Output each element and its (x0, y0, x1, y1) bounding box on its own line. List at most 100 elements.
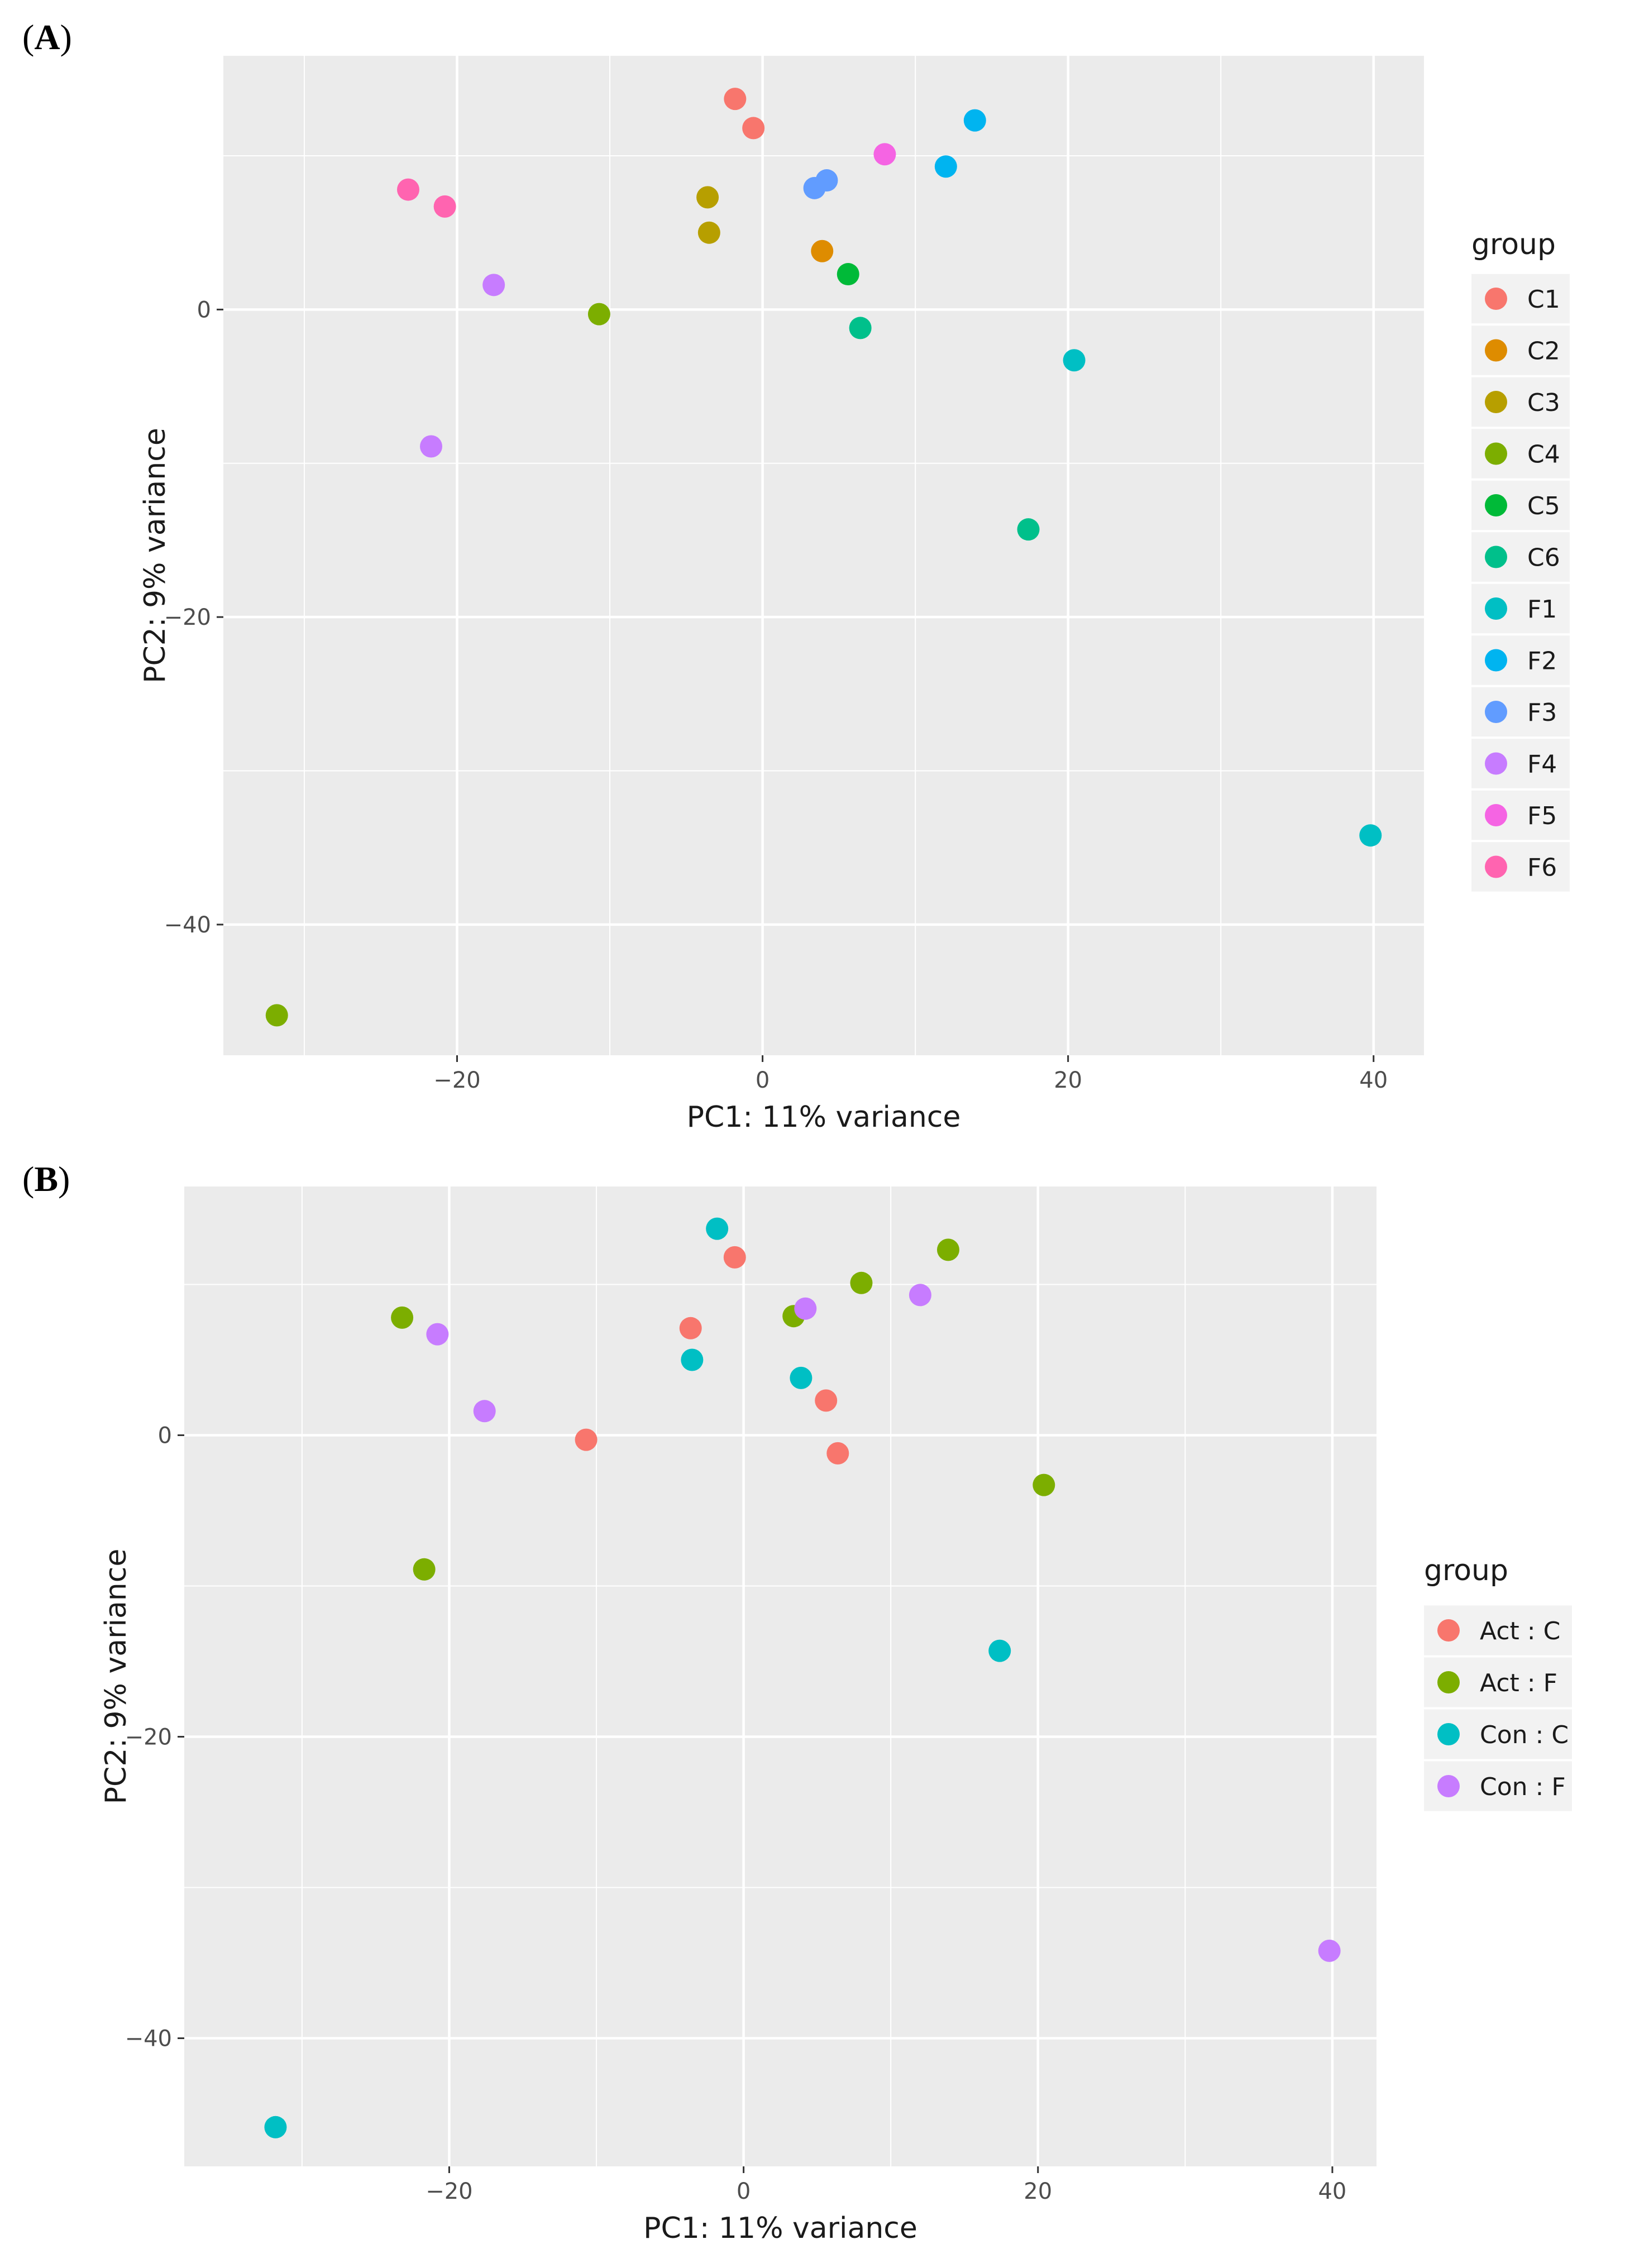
data-point (742, 117, 765, 140)
x-tick-label: 0 (737, 2179, 751, 2204)
x-tick-label: 40 (1318, 2179, 1346, 2204)
data-point (413, 1558, 436, 1581)
data-point (815, 1389, 838, 1412)
data-point (794, 1297, 817, 1320)
y-tick-label: 0 (158, 1423, 172, 1449)
data-point (679, 1317, 702, 1339)
legend-label: F3 (1527, 698, 1557, 727)
x-tick-label: 20 (1024, 2179, 1052, 2204)
legend-label: C4 (1527, 441, 1560, 469)
legend-key-c3 (1485, 391, 1507, 413)
data-point (873, 143, 896, 166)
plot-background (184, 1186, 1377, 2166)
legend-label: C3 (1527, 389, 1560, 417)
legend-key-f5 (1485, 804, 1507, 826)
x-axis-title: PC1: 11% variance (643, 2212, 917, 2245)
data-point (681, 1348, 704, 1371)
data-point (724, 88, 747, 111)
chart-b: −20 0 20 40 −40 −20 0 PC1: 11% variance PC2: 9% … (99, 1186, 1572, 2245)
data-point (1359, 824, 1382, 847)
legend-label: C5 (1527, 492, 1560, 520)
data-point (575, 1428, 598, 1451)
data-point (1017, 518, 1040, 541)
data-point (723, 1246, 746, 1269)
y-tick-label: −40 (125, 2026, 172, 2052)
legend-key-c6 (1485, 546, 1507, 568)
data-point (696, 186, 719, 209)
legend-label: F6 (1527, 854, 1557, 882)
legend-key-f2 (1485, 649, 1507, 672)
x-tick-label: 0 (756, 1068, 770, 1093)
legend-key-act-f (1437, 1671, 1460, 1693)
legend-label: F1 (1527, 595, 1557, 624)
data-point (811, 240, 834, 262)
legend-key-con-f (1437, 1775, 1460, 1797)
legend-label: Con : F (1480, 1773, 1566, 1801)
legend-label: C6 (1527, 544, 1560, 572)
legend-key-act-c (1437, 1619, 1460, 1642)
legend-key-con-c (1437, 1723, 1460, 1745)
legend-title: group (1471, 228, 1556, 261)
chart-a: −20 0 20 40 −40 −20 0 PC1: 11% variance PC2: 9% … (138, 56, 1570, 1134)
legend-key-c1 (1485, 288, 1507, 310)
legend-label: Act : F (1480, 1669, 1557, 1697)
legend-label: Act : C (1480, 1617, 1560, 1645)
data-point (936, 1238, 959, 1261)
plot-background (223, 56, 1424, 1055)
legend-key-f6 (1485, 855, 1507, 878)
y-axis-title: PC2: 9% variance (99, 1549, 133, 1805)
x-tick-label: 40 (1359, 1068, 1388, 1093)
x-tick-label: 20 (1054, 1068, 1082, 1093)
legend-label: F2 (1527, 647, 1557, 676)
legend-label: Con : C (1480, 1721, 1569, 1749)
data-point (1063, 349, 1086, 372)
data-point (433, 195, 456, 218)
panel-label-a: (A) (22, 17, 72, 57)
data-point (963, 109, 986, 132)
y-tick-label: −20 (125, 1725, 172, 1750)
data-point (826, 1442, 849, 1465)
legend-label: C1 (1527, 285, 1560, 314)
legend: group C1 C2 C3 C4 C5 C6 F1 F2 F3 F4 F5 F6 (1471, 228, 1570, 892)
legend-key-c2 (1485, 339, 1507, 362)
legend: group Act : C Act : F Con : C Con : F (1424, 1554, 1572, 1811)
legend-key-f3 (1485, 701, 1507, 723)
data-point (264, 2116, 287, 2138)
legend-title: group (1424, 1554, 1508, 1587)
data-point (837, 263, 859, 286)
x-axis-title: PC1: 11% variance (687, 1100, 961, 1134)
data-point (396, 178, 419, 201)
data-point (850, 1271, 873, 1294)
legend-key-f4 (1485, 752, 1507, 775)
legend-label: F4 (1527, 750, 1557, 779)
data-point (420, 435, 443, 458)
data-point (1033, 1473, 1055, 1496)
legend-label: F5 (1527, 802, 1557, 830)
data-point (473, 1400, 496, 1423)
x-tick-label: −20 (433, 1068, 480, 1093)
x-tick-label: −20 (426, 2179, 472, 2204)
data-point (426, 1323, 449, 1346)
legend-label: C2 (1527, 337, 1560, 366)
data-point (790, 1366, 812, 1389)
y-tick-label: −20 (164, 605, 211, 630)
data-point (1318, 1939, 1341, 1962)
y-tick-label: −40 (164, 912, 211, 938)
legend-key-c4 (1485, 442, 1507, 465)
data-point (988, 1639, 1011, 1662)
data-point (482, 274, 505, 296)
data-point (697, 221, 720, 244)
data-point (391, 1306, 414, 1329)
data-point (265, 1004, 288, 1027)
y-tick-label: 0 (197, 297, 211, 323)
legend-key-f1 (1485, 597, 1507, 620)
data-point (849, 317, 872, 339)
data-point (706, 1217, 729, 1240)
data-point (587, 303, 610, 326)
legend-key-c5 (1485, 494, 1507, 516)
y-axis-title: PC2: 9% variance (138, 428, 172, 683)
data-point (909, 1284, 931, 1307)
data-point (934, 155, 957, 178)
panel-label-b: (B) (22, 1159, 70, 1199)
